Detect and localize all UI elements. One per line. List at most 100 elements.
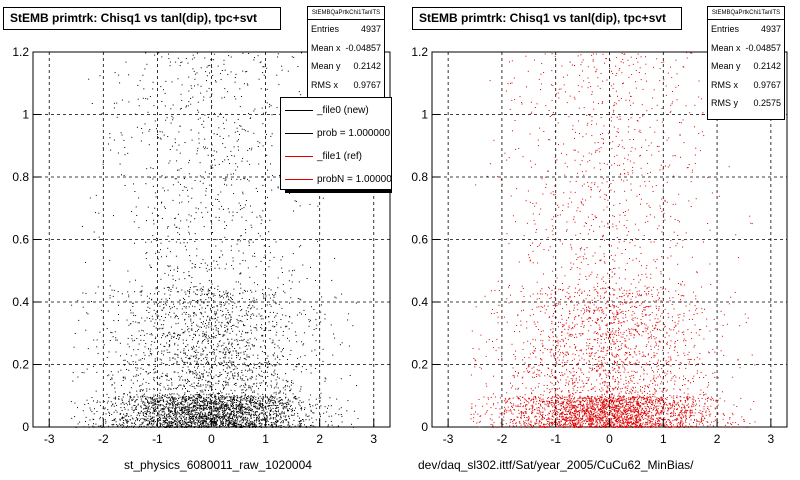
scatter-point	[228, 361, 229, 363]
scatter-point	[200, 391, 202, 393]
scatter-point	[151, 424, 153, 426]
scatter-point	[245, 399, 247, 401]
scatter-point	[220, 306, 222, 308]
scatter-point	[215, 337, 217, 339]
scatter-point	[111, 414, 113, 415]
scatter-point	[341, 342, 343, 344]
scatter-point	[239, 240, 241, 242]
scatter-point	[172, 286, 174, 288]
scatter-point	[198, 426, 200, 428]
scatter-point	[168, 403, 170, 405]
scatter-point	[232, 268, 234, 270]
scatter-point	[183, 332, 185, 334]
scatter-point	[203, 96, 205, 98]
scatter-point	[172, 284, 174, 286]
scatter-point	[353, 426, 354, 428]
scatter-point	[174, 371, 176, 373]
scatter-point	[132, 302, 134, 304]
scatter-point	[211, 408, 213, 410]
scatter-point	[202, 331, 204, 333]
scatter-point	[194, 402, 196, 404]
scatter-point	[199, 283, 201, 285]
scatter-point	[135, 367, 137, 369]
scatter-point	[143, 393, 145, 395]
scatter-point	[276, 416, 278, 417]
scatter-point	[201, 124, 203, 125]
scatter-point	[154, 410, 156, 412]
scatter-point	[243, 289, 245, 291]
scatter-point	[194, 333, 196, 335]
scatter-point	[253, 282, 255, 284]
scatter-point	[228, 400, 230, 402]
scatter-point	[205, 327, 207, 329]
scatter-point	[131, 408, 133, 410]
scatter-point	[148, 130, 150, 132]
scatter-point	[225, 314, 227, 315]
scatter-point	[226, 403, 228, 405]
scatter-point	[223, 342, 225, 344]
scatter-point	[236, 425, 238, 427]
scatter-point	[268, 408, 270, 410]
scatter-point	[245, 290, 246, 292]
scatter-point	[146, 396, 148, 398]
scatter-point	[112, 424, 114, 426]
scatter-point	[116, 116, 118, 118]
scatter-point	[252, 345, 254, 347]
scatter-point	[208, 372, 210, 374]
scatter-point	[205, 307, 206, 309]
scatter-point	[232, 260, 234, 262]
scatter-point	[216, 419, 218, 421]
scatter-point	[230, 397, 232, 399]
scatter-point	[152, 399, 154, 401]
scatter-point	[191, 371, 193, 373]
scatter-point	[278, 392, 280, 394]
scatter-point	[223, 361, 225, 363]
scatter-point	[274, 316, 276, 318]
scatter-point	[125, 420, 127, 422]
scatter-point	[174, 426, 176, 428]
scatter-point	[219, 416, 221, 418]
scatter-point	[149, 388, 151, 390]
scatter-point	[276, 410, 278, 412]
scatter-point	[246, 345, 247, 347]
scatter-point	[194, 85, 195, 87]
scatter-point	[167, 265, 169, 267]
scatter-point	[215, 404, 217, 406]
scatter-point	[138, 412, 140, 414]
scatter-point	[231, 184, 233, 186]
scatter-point	[241, 128, 243, 130]
scatter-point	[196, 72, 198, 74]
scatter-point	[250, 318, 252, 319]
scatter-point	[214, 400, 216, 402]
scatter-point	[199, 376, 201, 378]
scatter-point	[240, 384, 242, 386]
scatter-point	[181, 396, 183, 398]
scatter-point	[233, 193, 235, 195]
scatter-point	[222, 410, 224, 412]
scatter-point	[263, 202, 265, 204]
scatter-point	[272, 325, 274, 327]
scatter-point	[147, 401, 148, 403]
scatter-point	[190, 426, 192, 428]
scatter-point	[216, 305, 218, 307]
scatter-point	[262, 406, 264, 408]
scatter-point	[210, 167, 212, 169]
scatter-point	[170, 108, 172, 110]
scatter-point	[242, 419, 244, 421]
scatter-point	[193, 396, 195, 398]
scatter-point	[153, 372, 155, 374]
scatter-point	[234, 339, 236, 341]
scatter-point	[270, 399, 272, 401]
scatter-point	[190, 129, 192, 131]
scatter-point	[275, 421, 277, 423]
scatter-point	[191, 418, 193, 420]
scatter-point	[135, 417, 137, 419]
scatter-point	[267, 197, 268, 199]
scatter-point	[217, 264, 219, 266]
scatter-point	[239, 340, 241, 341]
scatter-point	[112, 419, 114, 421]
scatter-point	[248, 245, 250, 246]
scatter-point	[212, 336, 214, 338]
scatter-point	[141, 426, 142, 428]
scatter-point	[168, 53, 169, 55]
